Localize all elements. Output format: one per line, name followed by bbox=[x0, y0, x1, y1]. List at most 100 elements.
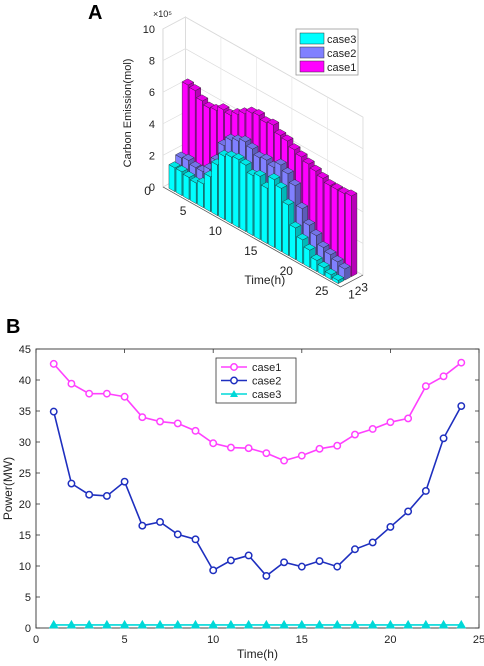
x-tick-label: 25 bbox=[315, 284, 329, 298]
bar-face bbox=[190, 179, 197, 204]
bar-face bbox=[289, 224, 296, 260]
data-point-case1 bbox=[333, 441, 342, 450]
data-point-case1 bbox=[102, 389, 111, 398]
data-point-case1 bbox=[226, 443, 235, 452]
y-tick-label: 0 bbox=[25, 623, 31, 635]
data-point-case3 bbox=[403, 619, 413, 629]
legend-a: case3 case2 case1 bbox=[295, 28, 359, 76]
bar-face bbox=[197, 180, 204, 208]
panel-label-b: B bbox=[6, 316, 21, 338]
data-point-case2 bbox=[421, 487, 430, 495]
data-point-case2 bbox=[297, 562, 306, 571]
bar-case3 bbox=[317, 261, 330, 276]
floor-edge bbox=[162, 186, 364, 288]
bar-face bbox=[204, 173, 211, 212]
data-point-case3 bbox=[226, 619, 236, 629]
bar-face bbox=[281, 167, 294, 175]
data-point-case3 bbox=[456, 619, 467, 629]
bar-face bbox=[188, 84, 202, 91]
z-tick-label: 6 bbox=[149, 87, 155, 99]
y-tick-label: 35 bbox=[19, 406, 31, 418]
chart-a-3d-bars: 0 2 4 6 8 10 ×10⁵ Carbon Emission(mol) 0 5 10 15 20 2… bbox=[122, 9, 368, 302]
bar-face bbox=[282, 201, 289, 256]
data-point-case1 bbox=[351, 430, 359, 439]
z-exponent-label: ×10⁵ bbox=[153, 9, 172, 19]
data-point-case1 bbox=[156, 417, 164, 426]
data-point-case3 bbox=[84, 619, 95, 629]
y-tick-label: 40 bbox=[19, 375, 31, 387]
bar-face bbox=[253, 172, 261, 240]
data-point-case3 bbox=[243, 619, 254, 629]
data-point-case2 bbox=[333, 562, 342, 571]
z-tick-label: 8 bbox=[149, 56, 155, 68]
bar-face bbox=[282, 198, 295, 206]
data-point-case3 bbox=[314, 619, 325, 629]
bar-case1 bbox=[345, 189, 358, 277]
data-point-case2 bbox=[209, 566, 218, 575]
data-point-case2 bbox=[102, 491, 111, 500]
data-point-case2 bbox=[404, 507, 413, 516]
data-point-case3 bbox=[190, 619, 201, 629]
bar-face bbox=[296, 233, 309, 241]
series-case3 bbox=[48, 619, 467, 629]
bar-face bbox=[182, 173, 190, 200]
legend-marker-case3 bbox=[230, 390, 238, 397]
data-point-case3 bbox=[172, 619, 183, 629]
z-tick-label: 10 bbox=[143, 24, 155, 36]
legend-marker-case2 bbox=[230, 376, 238, 385]
bar-face bbox=[302, 157, 315, 165]
bar-face bbox=[323, 179, 337, 186]
data-point-case2 bbox=[244, 551, 253, 560]
bar-face bbox=[302, 218, 316, 226]
y-tick-label: 15 bbox=[19, 530, 31, 542]
z-tick-label: 4 bbox=[149, 119, 155, 131]
data-point-case2 bbox=[315, 557, 324, 565]
data-point-case1 bbox=[280, 456, 289, 465]
bar-face bbox=[225, 153, 232, 224]
bar-face bbox=[324, 248, 337, 255]
y-tick-label: 5 bbox=[25, 592, 31, 604]
y-tick-label: 1 bbox=[348, 288, 355, 302]
bar-face bbox=[189, 161, 202, 168]
z-tick-label: 2 bbox=[149, 150, 155, 162]
x-tick-label: 10 bbox=[207, 634, 219, 646]
data-point-case3 bbox=[279, 619, 289, 629]
data-point-case2 bbox=[173, 530, 182, 539]
x-tick-label: 15 bbox=[296, 634, 308, 646]
bar-face bbox=[331, 273, 345, 281]
data-point-case2 bbox=[439, 434, 448, 443]
bar-face bbox=[211, 161, 218, 216]
data-point-case1 bbox=[297, 451, 306, 460]
bar-face bbox=[182, 171, 196, 178]
data-point-case1 bbox=[421, 382, 430, 391]
data-point-case1 bbox=[191, 426, 200, 435]
data-point-case1 bbox=[315, 444, 324, 453]
legend-label-case1: case1 bbox=[327, 62, 356, 74]
bar-face bbox=[217, 103, 230, 111]
bar-face bbox=[275, 184, 282, 252]
bar-face bbox=[338, 262, 351, 270]
legend-label-case1: case1 bbox=[252, 362, 281, 374]
bar-face bbox=[324, 268, 338, 276]
data-point-case2 bbox=[368, 538, 377, 547]
data-point-case1 bbox=[173, 419, 182, 428]
bar-face bbox=[260, 153, 273, 161]
bar-face bbox=[351, 192, 358, 277]
legend-label-case3: case3 bbox=[252, 389, 281, 401]
data-point-case2 bbox=[386, 522, 395, 531]
x-axis-label: Time(h) bbox=[244, 273, 285, 287]
bar-face bbox=[195, 94, 209, 102]
chart-b-line: 0 5 10 15 20 25 30 35 40 45 0 5 10 15 20 25 Time(h) Power… bbox=[1, 344, 484, 661]
bar-face bbox=[331, 255, 344, 263]
data-point-case1 bbox=[120, 392, 129, 401]
data-point-case2 bbox=[191, 535, 200, 544]
bar-face bbox=[232, 156, 240, 228]
legend-swatch-case2 bbox=[299, 46, 325, 59]
y-axis-label: Power(MW) bbox=[1, 457, 15, 520]
data-point-case1 bbox=[85, 389, 94, 398]
data-point-case3 bbox=[261, 619, 272, 629]
bar-face bbox=[303, 246, 311, 268]
bar-face bbox=[218, 152, 225, 220]
x-tick-label: 20 bbox=[280, 264, 294, 278]
